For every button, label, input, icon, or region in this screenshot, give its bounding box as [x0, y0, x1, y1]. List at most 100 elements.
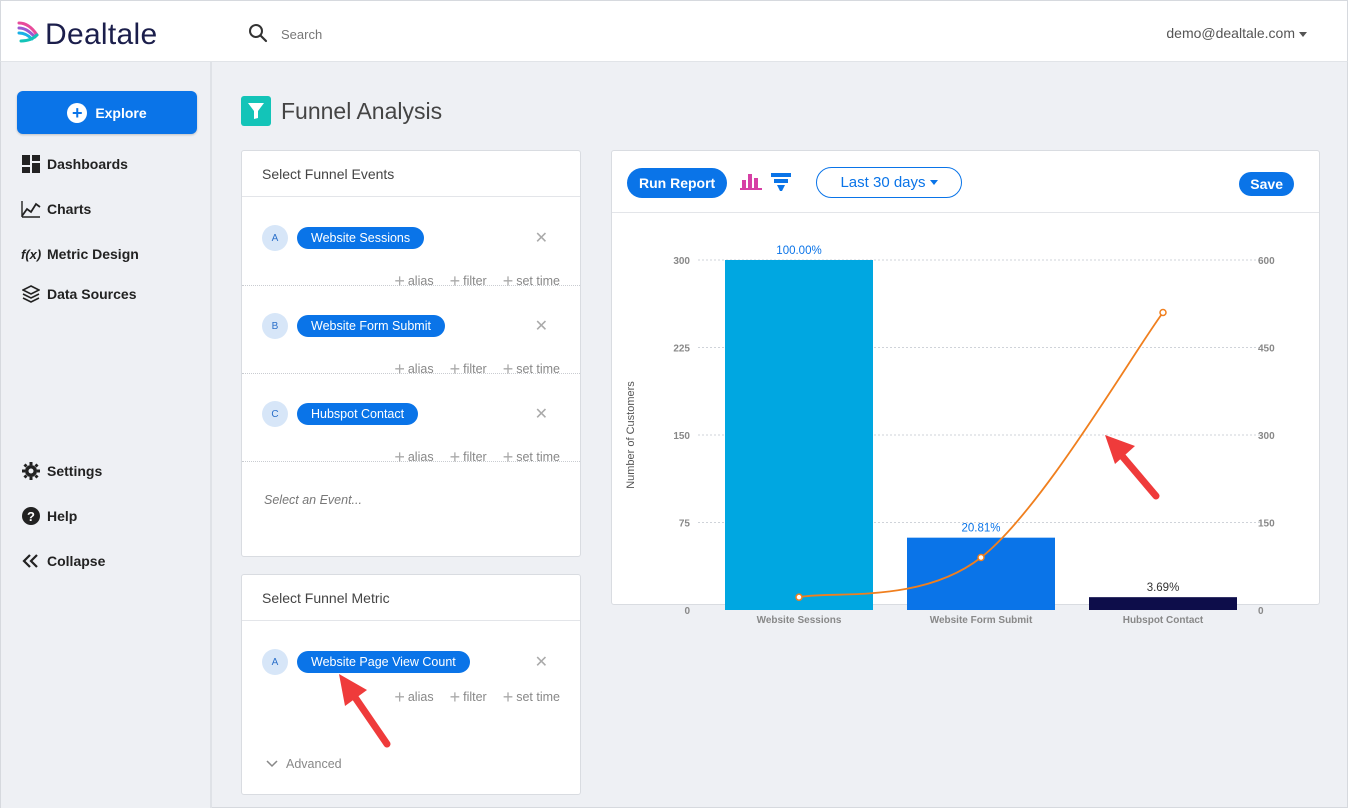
help-icon: ?: [21, 506, 41, 526]
funnel-event-row: C Hubspot Contact ✕ + alias + filter + set …: [242, 374, 580, 466]
line-point: [977, 553, 985, 562]
metric-letter-badge: A: [262, 649, 288, 675]
alias-label: alias: [407, 690, 434, 704]
bar-chart-icon[interactable]: [740, 172, 762, 195]
funnel-events-panel: Select Funnel Events A Website Sessions …: [241, 150, 581, 557]
x-tick-label: Website Form Submit: [930, 615, 1033, 626]
y-axis-label: Number of Customers: [625, 381, 637, 489]
set-time-button[interactable]: + set time: [503, 360, 560, 378]
user-menu[interactable]: demo@dealtale.com: [1166, 25, 1307, 41]
bar: [1089, 597, 1237, 610]
date-range-select[interactable]: Last 30 days: [816, 167, 962, 198]
plus-icon: +: [449, 359, 461, 379]
sidebar-item-label: Data Sources: [47, 286, 137, 302]
funnel-metric-panel: Select Funnel Metric A Website Page View…: [241, 574, 581, 795]
filter-button[interactable]: + filter: [450, 448, 487, 466]
gear-icon: [21, 461, 41, 481]
alias-button[interactable]: + alias: [394, 272, 433, 290]
bar: [907, 537, 1055, 610]
funnel-icon: [241, 96, 271, 126]
date-range-value: Last 30 days: [840, 174, 926, 191]
chart-toolbar: Run Report Last 30 days Save: [612, 151, 1319, 213]
alias-button[interactable]: + alias: [394, 688, 433, 706]
logo-text: Dealtale: [45, 17, 158, 51]
close-icon[interactable]: ✕: [534, 406, 548, 423]
close-icon[interactable]: ✕: [534, 654, 548, 671]
event-pill[interactable]: Website Sessions: [297, 227, 425, 249]
panel-header: Select Funnel Events: [242, 151, 580, 197]
metric-pill[interactable]: Website Page View Count: [297, 651, 470, 673]
plus-circle-icon: +: [67, 102, 88, 123]
search-input[interactable]: [281, 23, 681, 45]
funnel-view-icon[interactable]: [770, 172, 792, 197]
set-time-button[interactable]: + set time: [503, 688, 560, 706]
event-actions: + alias + filter + set time: [394, 272, 560, 290]
advanced-label: Advanced: [286, 757, 342, 771]
event-pill[interactable]: Website Form Submit: [297, 315, 445, 337]
chevron-down-icon: [266, 757, 278, 771]
alias-label: alias: [407, 362, 434, 376]
search-icon[interactable]: [248, 23, 268, 48]
explore-label: Explore: [95, 104, 147, 121]
sidebar-item-label: Dashboards: [47, 156, 128, 172]
event-pill[interactable]: Hubspot Contact: [297, 403, 419, 425]
sidebar-item-label: Metric Design: [47, 246, 139, 262]
chevron-down-icon: [929, 180, 938, 185]
funnel-chart: 0 75 150 225 300 0 150 300 450 600 Number of Custo…: [625, 245, 1275, 626]
set-time-button[interactable]: + set time: [503, 272, 560, 290]
alias-button[interactable]: + alias: [394, 448, 433, 466]
set-time-button[interactable]: + set time: [503, 448, 560, 466]
filter-label: filter: [463, 450, 487, 464]
y2-tick-label: 150: [1258, 519, 1275, 530]
panel-title: Select Funnel Metric: [262, 589, 390, 606]
plus-icon: +: [502, 447, 514, 467]
sidebar-item-settings[interactable]: Settings: [21, 461, 102, 481]
chart-line-icon: [21, 199, 41, 219]
sidebar-item-label: Help: [47, 508, 78, 524]
logo-mark-icon: [17, 15, 41, 54]
line-point: [795, 593, 803, 601]
main-content: Funnel Analysis Select Funnel Events A W…: [212, 62, 1348, 808]
advanced-toggle[interactable]: Advanced: [266, 757, 342, 771]
sidebar-item-label: Collapse: [47, 553, 106, 569]
y-tick-label: 150: [673, 431, 690, 442]
set-time-label: set time: [516, 690, 560, 704]
sidebar-item-metric-design[interactable]: f(x) Metric Design: [21, 244, 139, 264]
filter-button[interactable]: + filter: [450, 360, 487, 378]
filter-label: filter: [463, 362, 487, 376]
bar-data-label: 20.81%: [961, 523, 1000, 535]
plus-icon: +: [394, 447, 405, 467]
chevron-down-icon: [1299, 31, 1307, 37]
close-icon[interactable]: ✕: [534, 318, 548, 335]
filter-label: filter: [463, 690, 487, 704]
svg-text:?: ?: [27, 509, 35, 524]
sidebar-item-charts[interactable]: Charts: [21, 199, 91, 219]
explore-button[interactable]: + Explore: [17, 91, 197, 134]
funnel-event-row: A Website Sessions ✕ + alias + filter + set…: [242, 198, 580, 290]
set-time-label: set time: [516, 274, 560, 288]
function-icon: f(x): [21, 244, 41, 264]
select-event-input[interactable]: Select an Event...: [264, 493, 362, 507]
set-time-label: set time: [516, 450, 560, 464]
sidebar-item-collapse[interactable]: Collapse: [21, 551, 105, 571]
sidebar-item-data-sources[interactable]: Data Sources: [21, 284, 136, 304]
top-bar: Dealtale demo@dealtale.com: [0, 0, 1348, 62]
plus-icon: +: [394, 359, 405, 379]
metric-actions: + alias + filter + set time: [394, 688, 560, 706]
filter-button[interactable]: + filter: [450, 272, 487, 290]
sidebar-item-dashboards[interactable]: Dashboards: [21, 154, 128, 174]
svg-text:f(x): f(x): [21, 247, 41, 262]
dashboard-icon: [21, 154, 41, 174]
logo[interactable]: Dealtale: [17, 15, 157, 54]
user-email: demo@dealtale.com: [1166, 25, 1295, 41]
plus-icon: +: [449, 271, 461, 291]
y-tick-label: 225: [673, 344, 690, 355]
close-icon[interactable]: ✕: [534, 230, 548, 247]
alias-button[interactable]: + alias: [394, 360, 433, 378]
filter-button[interactable]: + filter: [450, 688, 487, 706]
run-report-button[interactable]: Run Report: [627, 168, 728, 198]
save-button[interactable]: Save: [1239, 172, 1294, 196]
collapse-icon: [21, 551, 41, 571]
plus-icon: +: [502, 359, 514, 379]
sidebar-item-help[interactable]: ? Help: [21, 506, 77, 526]
